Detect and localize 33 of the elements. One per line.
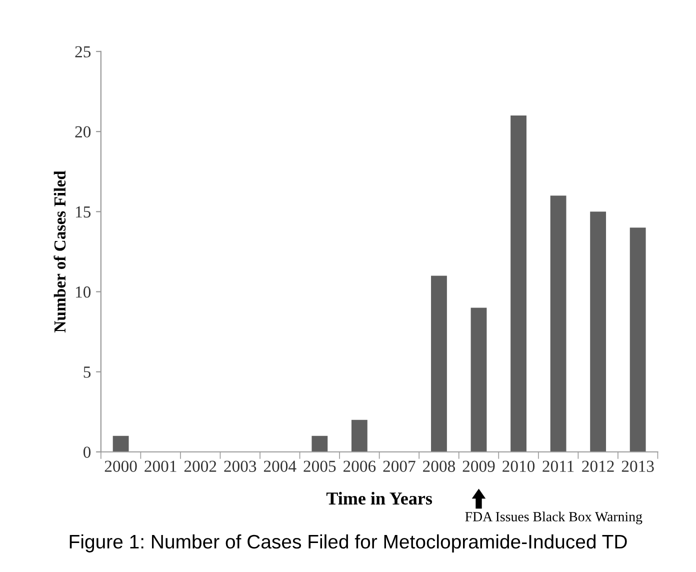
x-axis-title: Time in Years: [326, 492, 432, 505]
x-tick-label: 2013: [622, 460, 654, 472]
bar: [630, 228, 646, 452]
y-tick-label: 10: [76, 286, 91, 298]
bar: [470, 308, 487, 452]
y-tick-label: 15: [76, 206, 91, 218]
bar: [590, 212, 606, 452]
text: FDA Issues Black Box Warning: [465, 512, 642, 524]
x-tick-label: 2003: [224, 460, 256, 472]
x-tick-label: 2008: [423, 460, 456, 472]
y-axis-title: Number of Cases Filed: [54, 170, 66, 332]
x-tick-label: 2012: [582, 460, 614, 472]
y-tick-label: 20: [75, 126, 91, 138]
x-tick-label: 2010: [502, 460, 535, 472]
y-tick-label: 25: [75, 46, 91, 58]
x-tick-label: 2001: [144, 460, 176, 472]
bar: [351, 420, 368, 452]
x-tick-label: 2000: [104, 460, 137, 472]
x-tick-label: 2005: [304, 460, 336, 472]
x-tick-label: 2006: [344, 460, 376, 472]
x-tick-label: 2002: [184, 460, 216, 472]
x-tick-label: 2009: [462, 460, 495, 472]
bar: [431, 276, 447, 452]
bar: [510, 116, 526, 452]
y-tick-label: 5: [84, 366, 91, 378]
bar: [112, 436, 129, 452]
caption: Figure 1: Number of Cases Filed for Metoclopramide-Induced TD: [70, 534, 627, 552]
x-tick-label: 2007: [383, 460, 416, 472]
bar: [312, 436, 328, 452]
x-tick-label: 2011: [542, 460, 574, 472]
y-tick-label: 0: [84, 446, 91, 458]
x-tick-label: 2004: [264, 460, 296, 472]
bar: [550, 196, 566, 452]
